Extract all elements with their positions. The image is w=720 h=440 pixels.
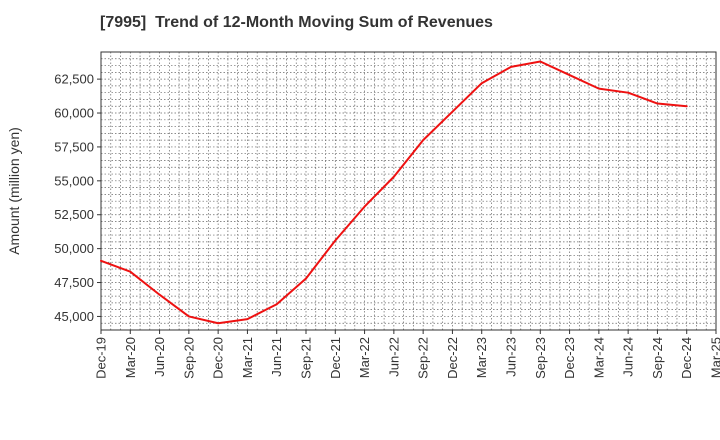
x-tick-label: Dec-23 — [562, 337, 577, 379]
x-tick-label: Dec-20 — [211, 337, 226, 379]
x-tick-label: Dec-21 — [328, 337, 343, 379]
y-axis-label: Amount (million yen) — [6, 127, 22, 255]
plot-frame — [100, 51, 717, 331]
y-tick-label: 57,500 — [54, 139, 94, 154]
x-tick-label: Jun-21 — [269, 337, 284, 377]
x-tick-label: Jun-20 — [152, 337, 167, 377]
x-tick-label: Dec-19 — [94, 337, 109, 379]
x-tick-label: Mar-21 — [240, 337, 255, 378]
y-tick-label: 60,000 — [54, 106, 94, 121]
y-tick-label: 45,000 — [54, 309, 94, 324]
x-tick-label: Sep-22 — [416, 337, 431, 379]
x-tick-label: Jun-23 — [504, 337, 519, 377]
chart-title: [7995] Trend of 12-Month Moving Sum of R… — [100, 14, 493, 31]
x-tick-label: Mar-24 — [591, 337, 606, 378]
x-tick-label: Mar-23 — [474, 337, 489, 378]
y-tick-label: 62,500 — [54, 72, 94, 87]
grid — [101, 52, 716, 330]
series-layer — [100, 60, 688, 325]
y-tick-label: 52,500 — [54, 207, 94, 222]
x-tick-label: Sep-20 — [181, 337, 196, 379]
x-tick-label: Sep-23 — [533, 337, 548, 379]
axes: 45,000 47,500 50,000 52,500 55,000 57,500 60,0… — [54, 51, 720, 379]
x-tick-label: Mar-25 — [709, 337, 720, 378]
x-tick-label: Dec-22 — [445, 337, 460, 379]
series-line — [100, 60, 688, 325]
y-tick-label: 50,000 — [54, 241, 94, 256]
x-tick-label: Mar-20 — [123, 337, 138, 378]
x-tick-label: Sep-24 — [650, 337, 665, 379]
x-tick-label: Dec-24 — [679, 337, 694, 379]
y-tick-label: 55,000 — [54, 173, 94, 188]
x-tick-label: Mar-22 — [357, 337, 372, 378]
x-tick-label: Sep-21 — [299, 337, 314, 379]
x-tick-label: Jun-22 — [386, 337, 401, 377]
y-tick-label: 47,500 — [54, 275, 94, 290]
x-tick-label: Jun-24 — [621, 337, 636, 377]
